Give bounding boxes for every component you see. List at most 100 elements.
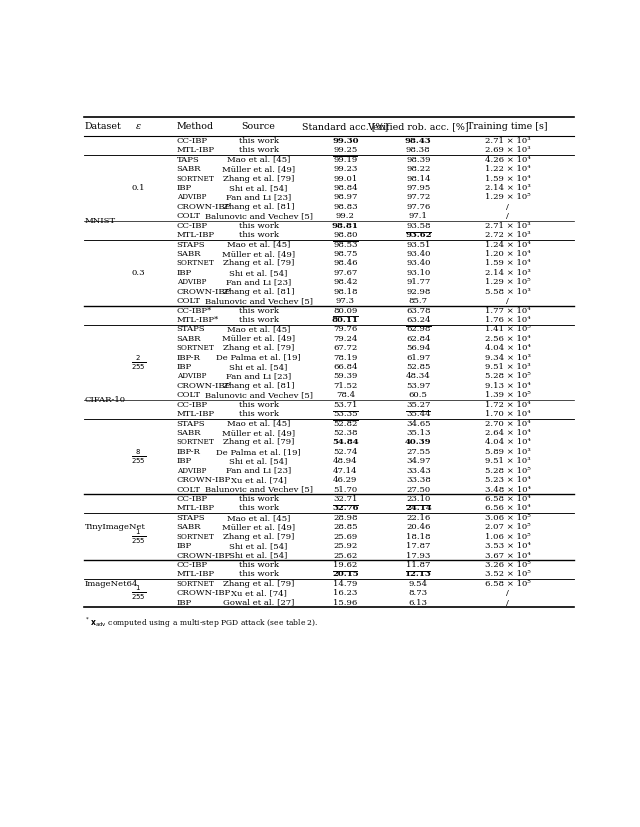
Text: 54.84: 54.84 — [332, 438, 358, 447]
Text: CC-IBP: CC-IBP — [177, 561, 208, 569]
Text: 98.53: 98.53 — [333, 241, 358, 249]
Text: 34.65: 34.65 — [406, 419, 431, 428]
Text: 3.52 × 10⁵: 3.52 × 10⁵ — [484, 571, 531, 578]
Text: 9.13 × 10⁴: 9.13 × 10⁴ — [484, 382, 531, 390]
Text: $\frac{1}{255}$: $\frac{1}{255}$ — [131, 528, 146, 546]
Text: 25.69: 25.69 — [333, 533, 358, 541]
Text: $\frac{1}{255}$: $\frac{1}{255}$ — [131, 584, 146, 602]
Text: 1.06 × 10⁵: 1.06 × 10⁵ — [484, 533, 531, 541]
Text: Shi et al. [54]: Shi et al. [54] — [229, 269, 288, 277]
Text: 1.59 × 10⁴: 1.59 × 10⁴ — [484, 260, 531, 267]
Text: Xu et al. [74]: Xu et al. [74] — [230, 590, 287, 597]
Text: ε: ε — [136, 122, 141, 131]
Text: Shi et al. [54]: Shi et al. [54] — [229, 363, 288, 371]
Text: $^*\,\mathbf{x}_{\mathrm{adv}}$ computed using a multi-step PGD attack (see tabl: $^*\,\mathbf{x}_{\mathrm{adv}}$ computed… — [84, 615, 319, 630]
Text: STAPS: STAPS — [177, 419, 205, 428]
Text: /: / — [506, 203, 509, 211]
Text: SORTNET: SORTNET — [177, 344, 214, 352]
Text: 1.70 × 10⁴: 1.70 × 10⁴ — [484, 410, 531, 418]
Text: 14.79: 14.79 — [333, 580, 358, 588]
Text: 2.14 × 10³: 2.14 × 10³ — [484, 269, 531, 277]
Text: SORTNET: SORTNET — [177, 260, 214, 267]
Text: $\frac{8}{255}$: $\frac{8}{255}$ — [131, 447, 146, 466]
Text: this work: this work — [239, 561, 278, 569]
Text: Balunovic and Vechev [5]: Balunovic and Vechev [5] — [205, 485, 312, 494]
Text: Dataset: Dataset — [85, 122, 122, 131]
Text: Zhang et al. [79]: Zhang et al. [79] — [223, 438, 294, 447]
Text: ADVIBP: ADVIBP — [177, 372, 206, 380]
Text: 52.82: 52.82 — [333, 419, 358, 428]
Text: 23.10: 23.10 — [406, 495, 431, 503]
Text: 98.39: 98.39 — [406, 155, 431, 164]
Text: 34.97: 34.97 — [406, 457, 431, 466]
Text: 1.72 × 10⁴: 1.72 × 10⁴ — [484, 401, 531, 409]
Text: Fan and Li [23]: Fan and Li [23] — [226, 372, 291, 380]
Text: 1.20 × 10⁴: 1.20 × 10⁴ — [484, 250, 531, 258]
Text: 6.58 × 10⁵: 6.58 × 10⁵ — [484, 580, 531, 588]
Text: 0.1: 0.1 — [132, 184, 145, 192]
Text: this work: this work — [239, 231, 278, 239]
Text: 2.64 × 10⁴: 2.64 × 10⁴ — [484, 429, 531, 437]
Text: 48.34: 48.34 — [406, 372, 431, 380]
Text: 27.55: 27.55 — [406, 448, 430, 456]
Text: 6.58 × 10⁴: 6.58 × 10⁴ — [484, 495, 531, 503]
Text: 32.71: 32.71 — [333, 495, 358, 503]
Text: 1.77 × 10⁴: 1.77 × 10⁴ — [484, 307, 531, 314]
Text: 52.38: 52.38 — [333, 429, 358, 437]
Text: Fan and Li [23]: Fan and Li [23] — [226, 466, 291, 475]
Text: Gowal et al. [27]: Gowal et al. [27] — [223, 599, 294, 607]
Text: 1.29 × 10⁵: 1.29 × 10⁵ — [484, 278, 531, 286]
Text: 35.27: 35.27 — [406, 401, 431, 409]
Text: 93.40: 93.40 — [406, 250, 431, 258]
Text: IBP: IBP — [177, 184, 192, 192]
Text: Shi et al. [54]: Shi et al. [54] — [229, 552, 288, 560]
Text: 51.70: 51.70 — [333, 485, 358, 494]
Text: 71.52: 71.52 — [333, 382, 358, 390]
Text: 79.24: 79.24 — [333, 335, 358, 343]
Text: MTL-IBP*: MTL-IBP* — [177, 316, 219, 324]
Text: IBP: IBP — [177, 269, 192, 277]
Text: 46.29: 46.29 — [333, 476, 358, 484]
Text: 98.18: 98.18 — [333, 288, 358, 296]
Text: Fan and Li [23]: Fan and Li [23] — [226, 278, 291, 286]
Text: /: / — [506, 297, 509, 305]
Text: this work: this work — [239, 222, 278, 230]
Text: 97.95: 97.95 — [406, 184, 430, 192]
Text: STAPS: STAPS — [177, 241, 205, 249]
Text: Mao et al. [45]: Mao et al. [45] — [227, 514, 291, 522]
Text: SABR: SABR — [177, 165, 201, 173]
Text: 2.71 × 10³: 2.71 × 10³ — [484, 137, 531, 145]
Text: 93.58: 93.58 — [406, 222, 431, 230]
Text: Balunovic and Vechev [5]: Balunovic and Vechev [5] — [205, 297, 312, 305]
Text: Zhang et al. [79]: Zhang et al. [79] — [223, 533, 294, 541]
Text: MTL-IBP: MTL-IBP — [177, 571, 215, 578]
Text: Zhang et al. [81]: Zhang et al. [81] — [223, 382, 294, 390]
Text: 98.83: 98.83 — [333, 203, 358, 211]
Text: 93.40: 93.40 — [406, 260, 431, 267]
Text: 62.98: 62.98 — [406, 325, 431, 333]
Text: Shi et al. [54]: Shi et al. [54] — [229, 543, 288, 550]
Text: CROWN-IBP: CROWN-IBP — [177, 552, 231, 560]
Text: 98.14: 98.14 — [406, 174, 431, 183]
Text: Xu et al. [74]: Xu et al. [74] — [230, 476, 287, 484]
Text: 33.38: 33.38 — [406, 476, 431, 484]
Text: 48.94: 48.94 — [333, 457, 358, 466]
Text: Standard acc. [%]: Standard acc. [%] — [302, 122, 388, 131]
Text: 6.13: 6.13 — [409, 599, 428, 607]
Text: 4.26 × 10⁴: 4.26 × 10⁴ — [484, 155, 531, 164]
Text: 2.69 × 10³: 2.69 × 10³ — [484, 146, 531, 155]
Text: SORTNET: SORTNET — [177, 174, 214, 183]
Text: 78.19: 78.19 — [333, 354, 358, 361]
Text: SORTNET: SORTNET — [177, 438, 214, 447]
Text: Müller et al. [49]: Müller et al. [49] — [222, 335, 295, 343]
Text: $\frac{2}{255}$: $\frac{2}{255}$ — [131, 353, 146, 371]
Text: Zhang et al. [79]: Zhang et al. [79] — [223, 344, 294, 352]
Text: 2.70 × 10⁴: 2.70 × 10⁴ — [484, 419, 531, 428]
Text: 16.23: 16.23 — [333, 590, 358, 597]
Text: CC-IBP: CC-IBP — [177, 401, 208, 409]
Text: 15.96: 15.96 — [333, 599, 358, 607]
Text: COLT: COLT — [177, 485, 201, 494]
Text: 2.14 × 10³: 2.14 × 10³ — [484, 184, 531, 192]
Text: IBP: IBP — [177, 363, 192, 371]
Text: 98.80: 98.80 — [333, 231, 358, 239]
